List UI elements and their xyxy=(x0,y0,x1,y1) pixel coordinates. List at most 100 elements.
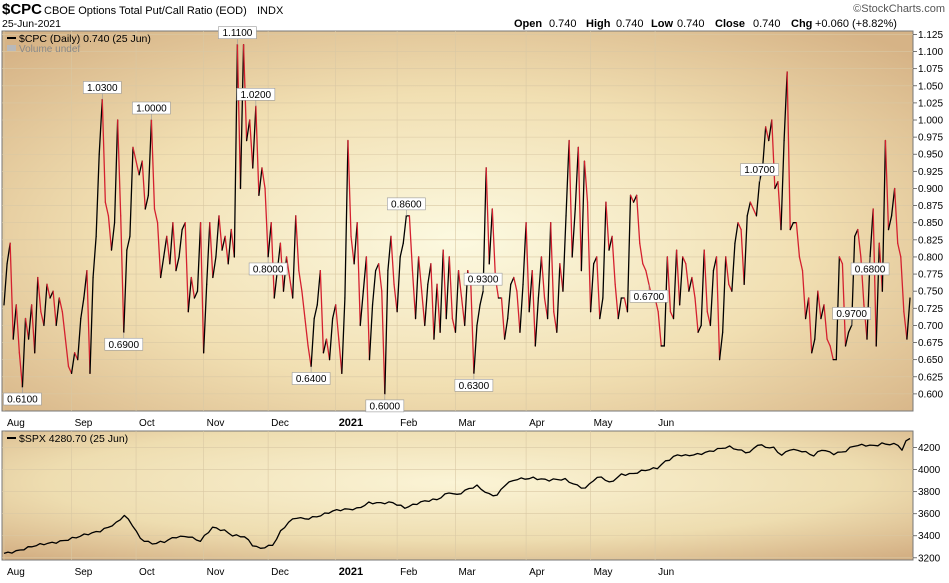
cpc-y-tick-label: 0.675 xyxy=(918,338,943,349)
cpc-line-segment xyxy=(356,222,361,327)
cpc-line-segment xyxy=(212,256,217,279)
cpc-data-label: 0.6800 xyxy=(850,256,890,275)
cpc-y-tick-label: 1.025 xyxy=(918,98,943,109)
cpc-line-segment xyxy=(107,215,113,251)
cpc-line-segment xyxy=(86,269,91,374)
cpc-line-segment xyxy=(249,119,254,169)
cpc-line-segment xyxy=(525,222,530,313)
spx-x-tick-label: Dec xyxy=(271,567,289,578)
cpc-line-segment xyxy=(221,235,226,251)
cpc-line-segment xyxy=(556,263,561,333)
cpc-line-segment xyxy=(178,228,183,258)
cpc-x-tick-label: Feb xyxy=(400,418,418,429)
cpc-y-tick-label: 1.125 xyxy=(918,30,943,41)
cpc-line-segment xyxy=(682,256,687,265)
cpc-line-segment xyxy=(206,222,211,285)
cpc-line-segment xyxy=(129,146,134,238)
cpc-line-segment xyxy=(316,269,321,306)
cpc-line-segment xyxy=(24,317,30,340)
cpc-x-tick-label: May xyxy=(594,418,613,429)
cpc-y-tick-label: 0.900 xyxy=(918,184,943,195)
cpc-line-segment xyxy=(454,269,460,333)
cpc-y-tick-label: 1.075 xyxy=(918,64,943,75)
cpc-line-segment xyxy=(92,235,97,279)
cpc-line-segment xyxy=(694,297,699,333)
cpc-line-segment xyxy=(252,105,257,169)
cpc-x-tick-label: Dec xyxy=(271,418,289,429)
cpc-line-segment xyxy=(52,290,57,327)
spx-y-tick-label: 3200 xyxy=(918,553,941,564)
cpc-line-segment xyxy=(166,235,171,265)
cpc-line-segment xyxy=(586,201,592,313)
spx-y-tick-label: 3400 xyxy=(918,531,941,542)
volume-legend-swatch xyxy=(7,45,16,51)
cpc-line-segment xyxy=(325,338,331,361)
cpc-line-segment xyxy=(408,215,414,272)
cpc-line-segment xyxy=(150,119,156,210)
cpc-line-segment xyxy=(540,256,546,299)
cpc-line-segment xyxy=(387,235,392,272)
cpc-line-segment xyxy=(264,187,269,258)
cpc-line-segment xyxy=(482,167,487,292)
cpc-line-segment xyxy=(67,365,73,374)
cpc-line-segment xyxy=(826,338,831,347)
spx-legend-swatch xyxy=(7,437,16,439)
cpc-line-segment xyxy=(746,201,751,217)
spx-x-tick-label: Mar xyxy=(458,567,476,578)
cpc-line-segment xyxy=(814,290,819,340)
cpc-line-segment xyxy=(58,297,64,313)
cpc-line-segment xyxy=(743,215,748,285)
spx-x-tick-label: Nov xyxy=(207,567,225,578)
spx-x-tick-label: 2021 xyxy=(339,566,363,578)
cpc-line-segment xyxy=(528,269,533,313)
cpc-line-segment xyxy=(679,256,684,306)
cpc-x-tick-label: Nov xyxy=(207,418,225,429)
cpc-line-segment xyxy=(381,290,386,395)
cpc-line-segment xyxy=(110,222,116,251)
cpc-line-segment xyxy=(568,139,573,258)
cpc-line-segment xyxy=(460,297,466,327)
cpc-line-segment xyxy=(34,276,39,354)
cpc-line-segment xyxy=(715,256,721,361)
cpc-line-segment xyxy=(666,256,672,313)
cpc-line-segment xyxy=(580,160,586,272)
cpc-line-segment xyxy=(491,208,497,279)
cpc-line-segment xyxy=(298,269,303,292)
cpc-line-segment xyxy=(761,126,767,169)
cpc-line-segment xyxy=(844,331,850,347)
cpc-line-segment xyxy=(421,290,426,327)
cpc-data-label-text: 0.6700 xyxy=(634,292,665,303)
spx-y-tick-label: 4000 xyxy=(918,465,941,476)
spx-y-tick-label: 3800 xyxy=(918,487,941,498)
cpc-line-segment xyxy=(749,201,755,210)
cpc-x-tick-label: Oct xyxy=(139,418,155,429)
cpc-y-tick-label: 0.600 xyxy=(918,389,943,400)
cpc-line-segment xyxy=(233,44,239,258)
cpc-line-segment xyxy=(479,290,484,306)
cpc-line-segment xyxy=(577,146,583,272)
cpc-x-tick-label: 2021 xyxy=(339,417,363,429)
cpc-line-segment xyxy=(811,338,816,354)
cpc-line-segment xyxy=(411,269,417,320)
cpc-line-segment xyxy=(740,228,745,285)
cpc-line-segment xyxy=(783,71,788,142)
cpc-legend-swatch xyxy=(7,37,16,39)
cpc-line-segment xyxy=(614,283,619,320)
cpc-line-segment xyxy=(236,44,242,190)
cpc-line-segment xyxy=(709,269,715,327)
cpc-line-segment xyxy=(347,139,352,238)
cpc-x-tick-label: Mar xyxy=(458,418,476,429)
cpc-line-segment xyxy=(368,304,374,361)
cpc-line-segment xyxy=(725,256,730,285)
cpc-line-segment xyxy=(777,180,782,231)
cpc-data-label-text: 0.8000 xyxy=(253,264,284,275)
cpc-line-segment xyxy=(546,222,552,320)
spx-x-tick-label: Feb xyxy=(400,567,418,578)
open-label: Open xyxy=(514,18,542,30)
cpc-data-label: 0.6400 xyxy=(291,366,331,385)
cpc-line-segment xyxy=(196,222,202,292)
cpc-data-label-text: 1.0200 xyxy=(241,90,272,101)
cpc-line-segment xyxy=(510,276,515,285)
cpc-data-label-text: 1.1100 xyxy=(222,28,252,39)
cpc-line-segment xyxy=(903,311,908,340)
